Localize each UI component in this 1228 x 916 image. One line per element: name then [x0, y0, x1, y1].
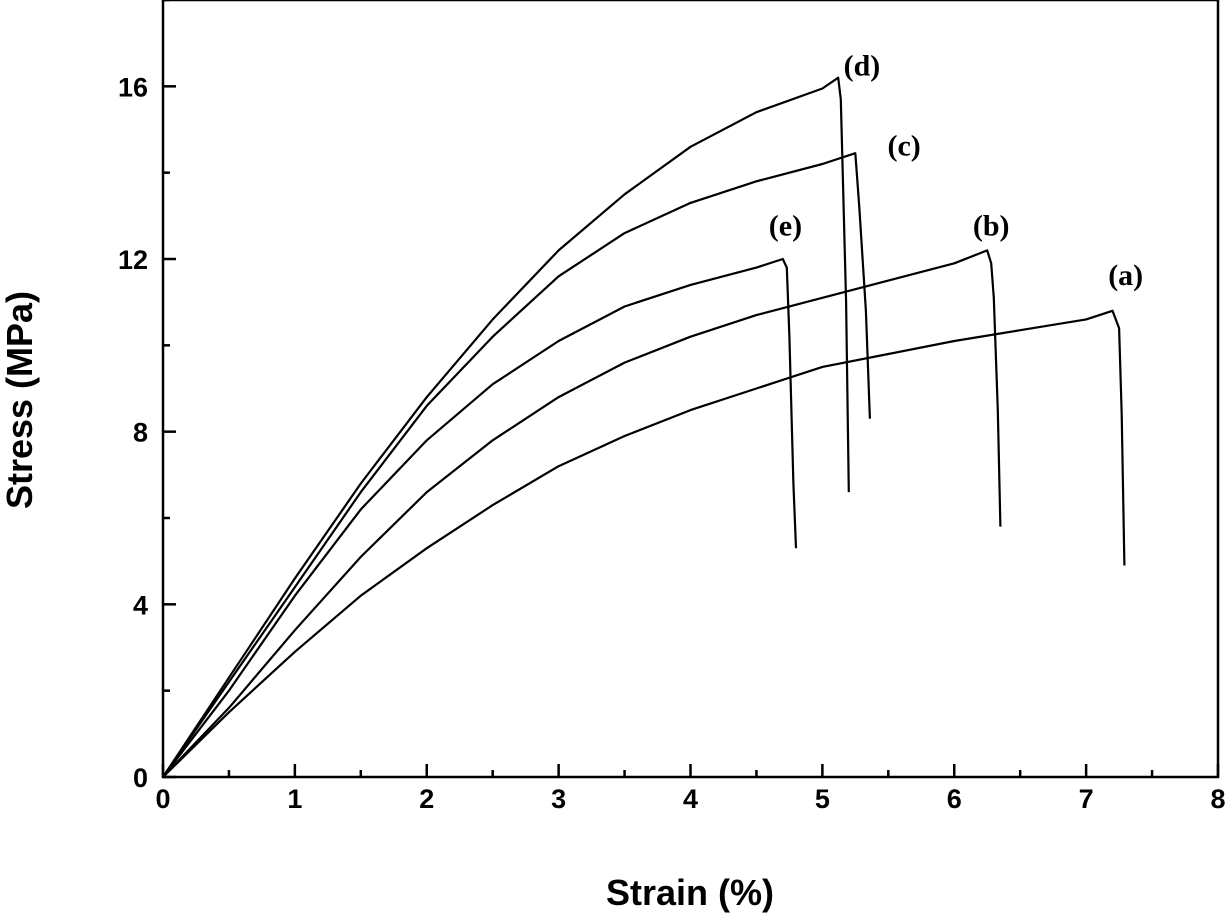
curve-label-a: (a)	[1108, 259, 1143, 292]
curve-annotations: (a) (b) (c) (d) (e)	[769, 50, 1143, 292]
x-tick-label: 3	[551, 784, 566, 814]
x-tick-label: 0	[155, 784, 170, 814]
y-axis-label: Stress (MPa)	[0, 291, 40, 509]
series-line-c	[162, 152, 871, 778]
axis-ticks	[161, 0, 1220, 779]
curve-label-c: (c)	[887, 129, 920, 162]
series-line-d	[162, 76, 850, 778]
x-tick-label: 6	[947, 784, 962, 814]
x-axis-label: Strain (%)	[606, 872, 774, 913]
series-line-b	[162, 249, 1002, 778]
plot-frame	[161, 0, 1220, 779]
series-line-a	[162, 309, 1126, 778]
x-tick-label: 8	[1210, 784, 1225, 814]
curve-label-e: (e)	[769, 209, 802, 242]
y-tick-label: 16	[118, 72, 148, 102]
y-tick-label: 0	[133, 763, 148, 793]
curve-label-b: (b)	[973, 209, 1010, 242]
x-tick-label: 1	[287, 784, 302, 814]
curve-label-d: (d)	[844, 50, 881, 83]
x-tick-label: 4	[683, 784, 698, 814]
x-tick-label: 5	[815, 784, 830, 814]
y-tick-label: 4	[133, 590, 148, 620]
x-tick-label: 2	[419, 784, 434, 814]
y-tick-label: 12	[118, 245, 148, 275]
series-curves	[162, 76, 1126, 778]
y-tick-label: 8	[133, 418, 148, 448]
series-line-e	[162, 257, 798, 778]
x-tick-label: 7	[1079, 784, 1094, 814]
